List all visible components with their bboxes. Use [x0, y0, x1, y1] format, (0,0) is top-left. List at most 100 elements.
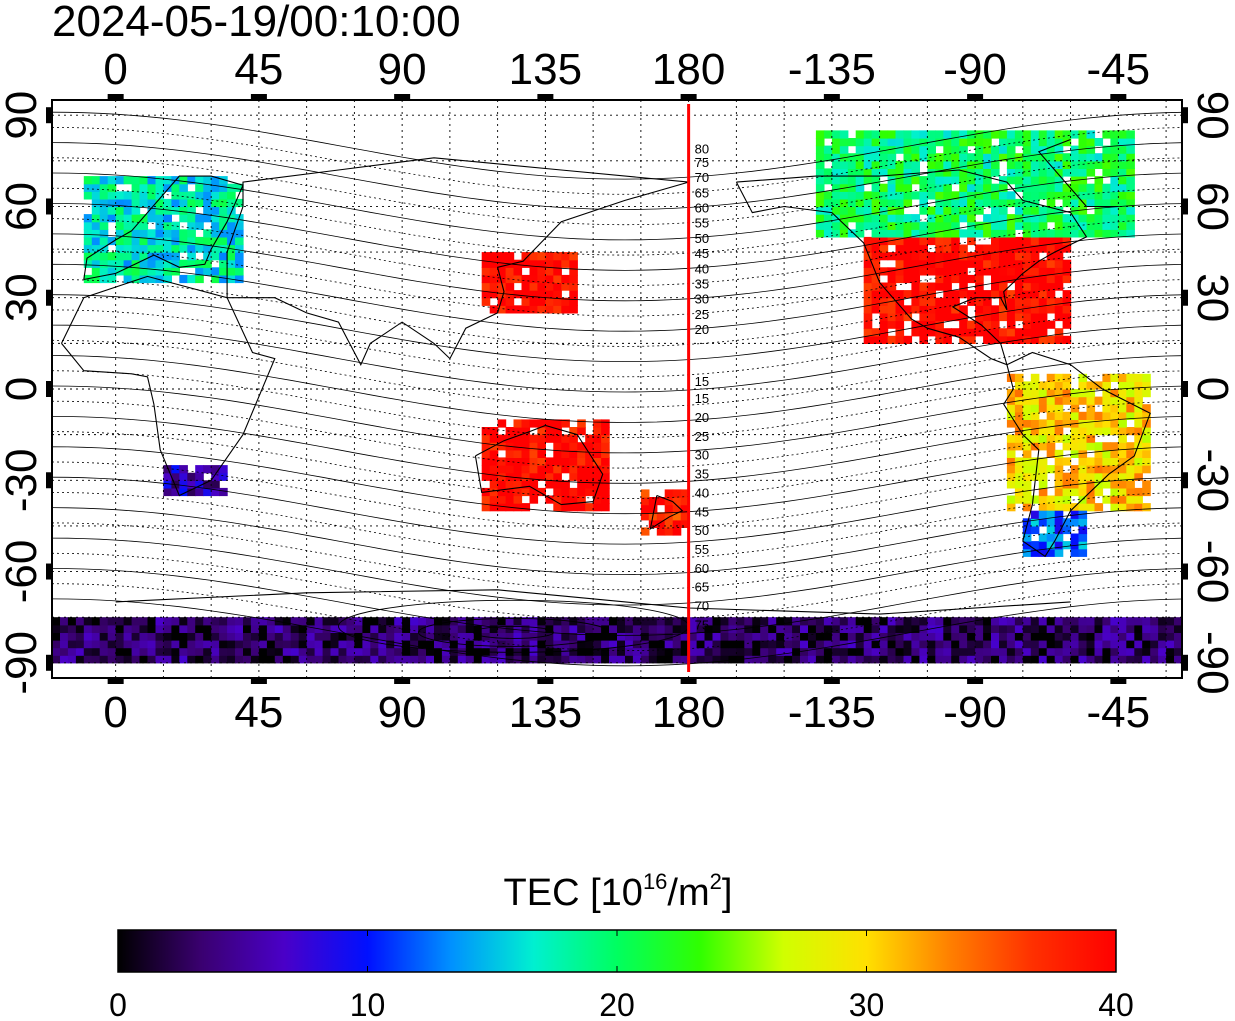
- tec-cell: [1054, 297, 1064, 306]
- tec-cell: [831, 160, 841, 169]
- tec-cell: [1078, 533, 1088, 542]
- tec-cell: [800, 640, 809, 649]
- tec-cell: [935, 153, 944, 162]
- tec-cell: [52, 655, 61, 664]
- tec-cell: [815, 153, 825, 162]
- tec-cell: [569, 274, 578, 284]
- tec-cell: [1118, 160, 1127, 169]
- tec-cell: [887, 647, 897, 656]
- tec-cell: [672, 632, 682, 641]
- tec-cell: [680, 512, 690, 521]
- tec-cell: [855, 160, 865, 169]
- tec-cell: [1046, 632, 1056, 641]
- tec-cell: [1054, 305, 1064, 314]
- tec-cell: [1022, 130, 1032, 139]
- tec-cell: [935, 183, 944, 192]
- tec-cell: [919, 183, 928, 192]
- tec-cell: [298, 617, 308, 626]
- tec-cell: [1102, 655, 1111, 664]
- tec-cell: [895, 198, 905, 208]
- tec-cell: [1006, 229, 1016, 238]
- tec-cell: [959, 206, 968, 215]
- tec-cell: [903, 183, 913, 192]
- tec-cell: [1142, 373, 1151, 382]
- tec-cell: [1126, 138, 1135, 147]
- tec-cell: [1078, 160, 1088, 169]
- tec-cell: [1038, 183, 1048, 192]
- tec-cell: [855, 221, 865, 230]
- tec-cell: [1142, 389, 1151, 398]
- tec-cell: [1030, 221, 1040, 230]
- tec-cell: [529, 655, 539, 664]
- tec-cell: [1062, 442, 1072, 451]
- tec-cell: [1022, 640, 1032, 649]
- tec-cell: [1038, 434, 1048, 443]
- x-tick-label-top: 135: [509, 45, 582, 94]
- tec-cell: [147, 229, 157, 238]
- tec-cell: [243, 617, 252, 626]
- tec-cell: [123, 632, 133, 641]
- tec-cell: [378, 640, 387, 649]
- tec-cell: [887, 290, 897, 299]
- tec-cell: [489, 465, 499, 474]
- tec-cell: [895, 632, 905, 641]
- tec-cell: [577, 465, 586, 474]
- tec-cell: [306, 640, 316, 649]
- tec-cell: [601, 442, 610, 451]
- tec-cell: [1046, 495, 1056, 504]
- tec-cell: [1022, 335, 1032, 344]
- tec-cell: [1102, 206, 1111, 215]
- tec-cell: [1094, 640, 1104, 649]
- tec-cell: [1006, 624, 1016, 633]
- tec-cell: [688, 655, 698, 664]
- tec-cell: [195, 214, 204, 223]
- tec-cell: [434, 624, 443, 633]
- tec-cell: [1126, 404, 1135, 413]
- tec-cell: [1046, 396, 1056, 405]
- tec-cell: [1126, 495, 1135, 504]
- tec-cell: [457, 624, 467, 633]
- tec-cell: [585, 632, 594, 641]
- tec-cell: [1078, 419, 1088, 428]
- tec-cell: [1086, 389, 1096, 398]
- tec-cell: [171, 472, 180, 481]
- tec-cell: [983, 617, 992, 626]
- tec-cell: [171, 259, 180, 268]
- tec-cell: [1054, 328, 1064, 337]
- contour-label: 80: [695, 142, 709, 157]
- tec-cell: [473, 624, 483, 633]
- x-tick-label-bottom: 180: [652, 688, 725, 737]
- tec-cell: [792, 632, 801, 641]
- tec-cell: [1046, 244, 1056, 253]
- contour-label: 35: [695, 277, 709, 292]
- tec-cell: [1038, 236, 1048, 246]
- tec-cell: [91, 647, 101, 656]
- tec-cell: [983, 328, 992, 337]
- tec-cell: [1038, 427, 1048, 436]
- tec-cell: [967, 297, 976, 306]
- tec-cell: [815, 655, 825, 664]
- mag-contour: [52, 324, 1182, 393]
- tec-cell: [1094, 183, 1104, 192]
- tec-cell: [139, 640, 149, 649]
- tec-cell: [83, 655, 93, 664]
- tec-cell: [394, 640, 403, 649]
- tec-cell: [704, 655, 714, 664]
- tec-cell: [1046, 130, 1056, 139]
- tec-cell: [1038, 206, 1048, 215]
- tec-cell: [187, 214, 196, 223]
- tec-cell: [935, 244, 944, 253]
- coastline: [226, 157, 689, 366]
- tec-cell: [203, 624, 212, 633]
- tec-cell: [1038, 305, 1048, 314]
- tec-cell: [640, 640, 650, 649]
- tec-cell: [911, 320, 920, 329]
- tec-cell: [402, 647, 411, 656]
- tec-cell: [959, 290, 968, 299]
- tec-cell: [943, 647, 952, 656]
- tec-cell: [60, 640, 69, 649]
- tec-cell: [330, 632, 340, 641]
- tec-cell: [513, 624, 523, 633]
- tec-cell: [1102, 214, 1111, 223]
- tec-cell: [67, 624, 77, 633]
